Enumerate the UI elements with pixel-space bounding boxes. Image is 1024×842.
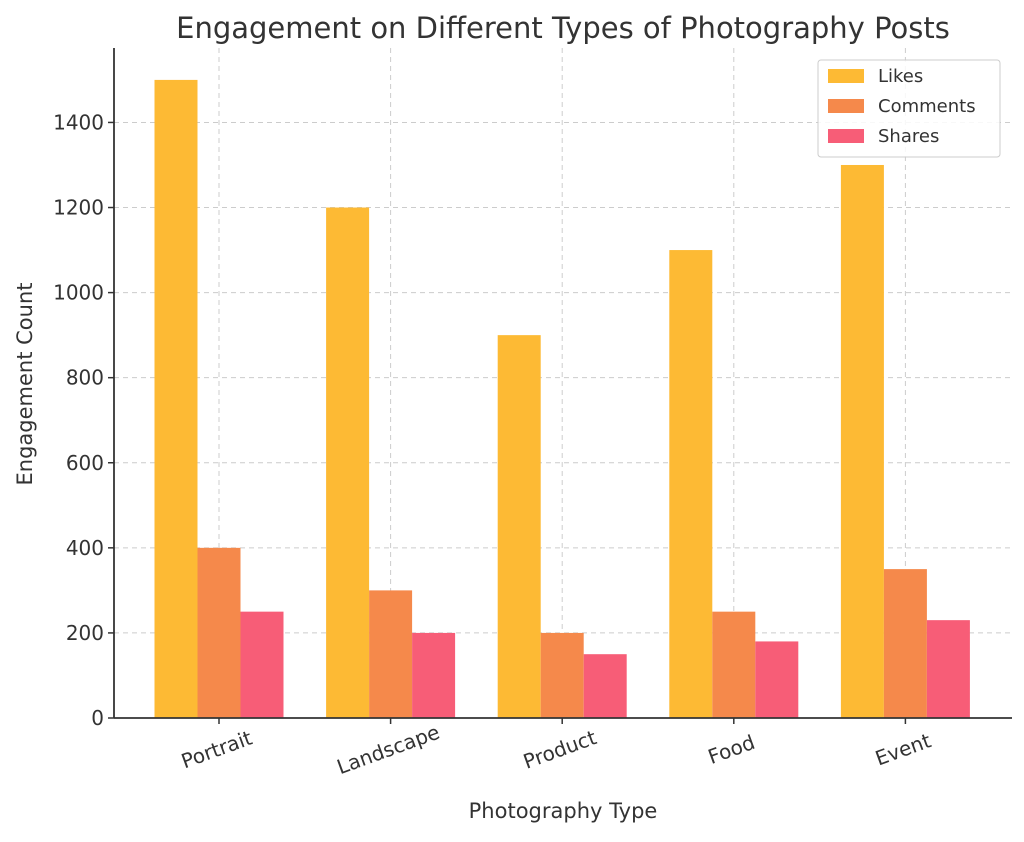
bar-likes (326, 207, 370, 718)
bar-likes (669, 250, 713, 719)
y-axis-label: Engagement Count (13, 283, 37, 486)
legend: Likes Comments Shares (817, 59, 1001, 158)
x-tick-label: Product (520, 725, 600, 774)
bar-comments (883, 569, 927, 718)
legend-swatch-shares (828, 129, 864, 143)
bar-shares (755, 641, 799, 718)
x-tick-label: Landscape (334, 720, 443, 779)
y-tick-label: 800 (66, 366, 104, 390)
bar-shares (926, 620, 970, 718)
y-tick-label: 1400 (53, 110, 104, 134)
bar-comments (540, 632, 584, 718)
bars-layer (154, 79, 970, 719)
y-tick-label: 1200 (53, 196, 104, 220)
legend-swatch-likes (828, 69, 864, 83)
bar-likes (497, 335, 541, 718)
x-tick-label: Event (872, 728, 934, 770)
legend-swatch-comments (828, 99, 864, 113)
legend-label-shares: Shares (878, 126, 939, 147)
x-axis-label: Photography Type (469, 799, 658, 823)
y-tick-label: 200 (66, 621, 104, 645)
bar-shares (240, 611, 284, 718)
y-tick-label: 0 (91, 706, 104, 730)
chart-title: Engagement on Different Types of Photogr… (176, 11, 950, 45)
x-tick-label: Portrait (178, 726, 255, 774)
bar-shares (412, 632, 456, 718)
legend-label-comments: Comments (878, 96, 976, 117)
y-tick-label: 600 (66, 451, 104, 475)
legend-label-likes: Likes (878, 66, 923, 87)
bar-shares (583, 654, 627, 718)
bar-comments (369, 590, 413, 718)
bar-comments (197, 547, 241, 718)
x-tick-label: Food (705, 730, 758, 769)
y-tick-label: 400 (66, 536, 104, 560)
bar-likes (154, 79, 198, 718)
y-tick-label: 1000 (53, 281, 104, 305)
bar-comments (712, 611, 756, 718)
bar-likes (840, 164, 884, 718)
